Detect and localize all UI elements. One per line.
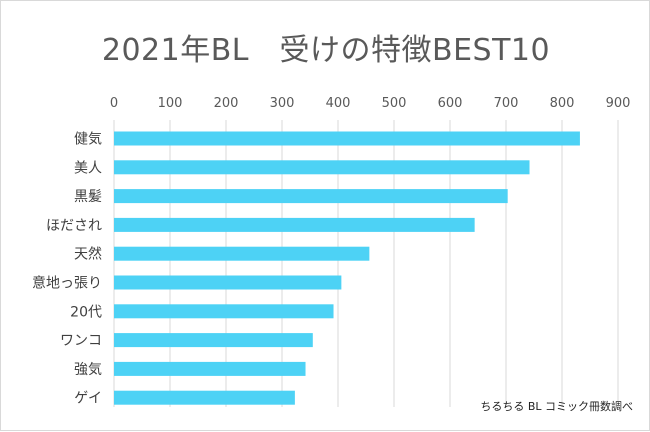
category-label: 美人 (74, 160, 102, 176)
bar (114, 275, 342, 290)
x-tick-label: 0 (110, 96, 118, 111)
bar (114, 333, 313, 348)
bar (114, 361, 306, 376)
x-tick-label: 300 (270, 96, 295, 111)
category-label: 強気 (74, 362, 102, 378)
category-label: 意地っ張り (32, 275, 102, 292)
x-tick-label: 700 (494, 96, 519, 111)
x-tick-label: 800 (550, 96, 575, 111)
bar (114, 246, 370, 261)
category-label: 20代 (70, 304, 102, 320)
x-tick-label: 200 (214, 96, 239, 111)
category-label: ほだされ (46, 218, 102, 234)
bar (114, 189, 508, 204)
bar (114, 131, 580, 146)
x-tick-label: 100 (158, 96, 183, 111)
bar (114, 160, 530, 175)
x-tick-label: 600 (438, 96, 463, 111)
x-tick-label: 400 (326, 96, 351, 111)
category-label: 黒髪 (74, 189, 102, 205)
category-label: ゲイ (74, 391, 102, 407)
chart-title: 2021年BL 受けの特徴BEST10 (101, 33, 551, 68)
bar (114, 390, 295, 405)
category-label: 天然 (74, 246, 102, 263)
bar (114, 217, 475, 232)
x-tick-label: 500 (382, 96, 407, 111)
bar (114, 304, 334, 319)
category-label: ワンコ (60, 333, 102, 349)
x-tick-label: 900 (606, 96, 631, 111)
source-note: ちるちる BL コミック冊数調べ (480, 400, 633, 413)
category-label: 健気 (74, 132, 102, 148)
